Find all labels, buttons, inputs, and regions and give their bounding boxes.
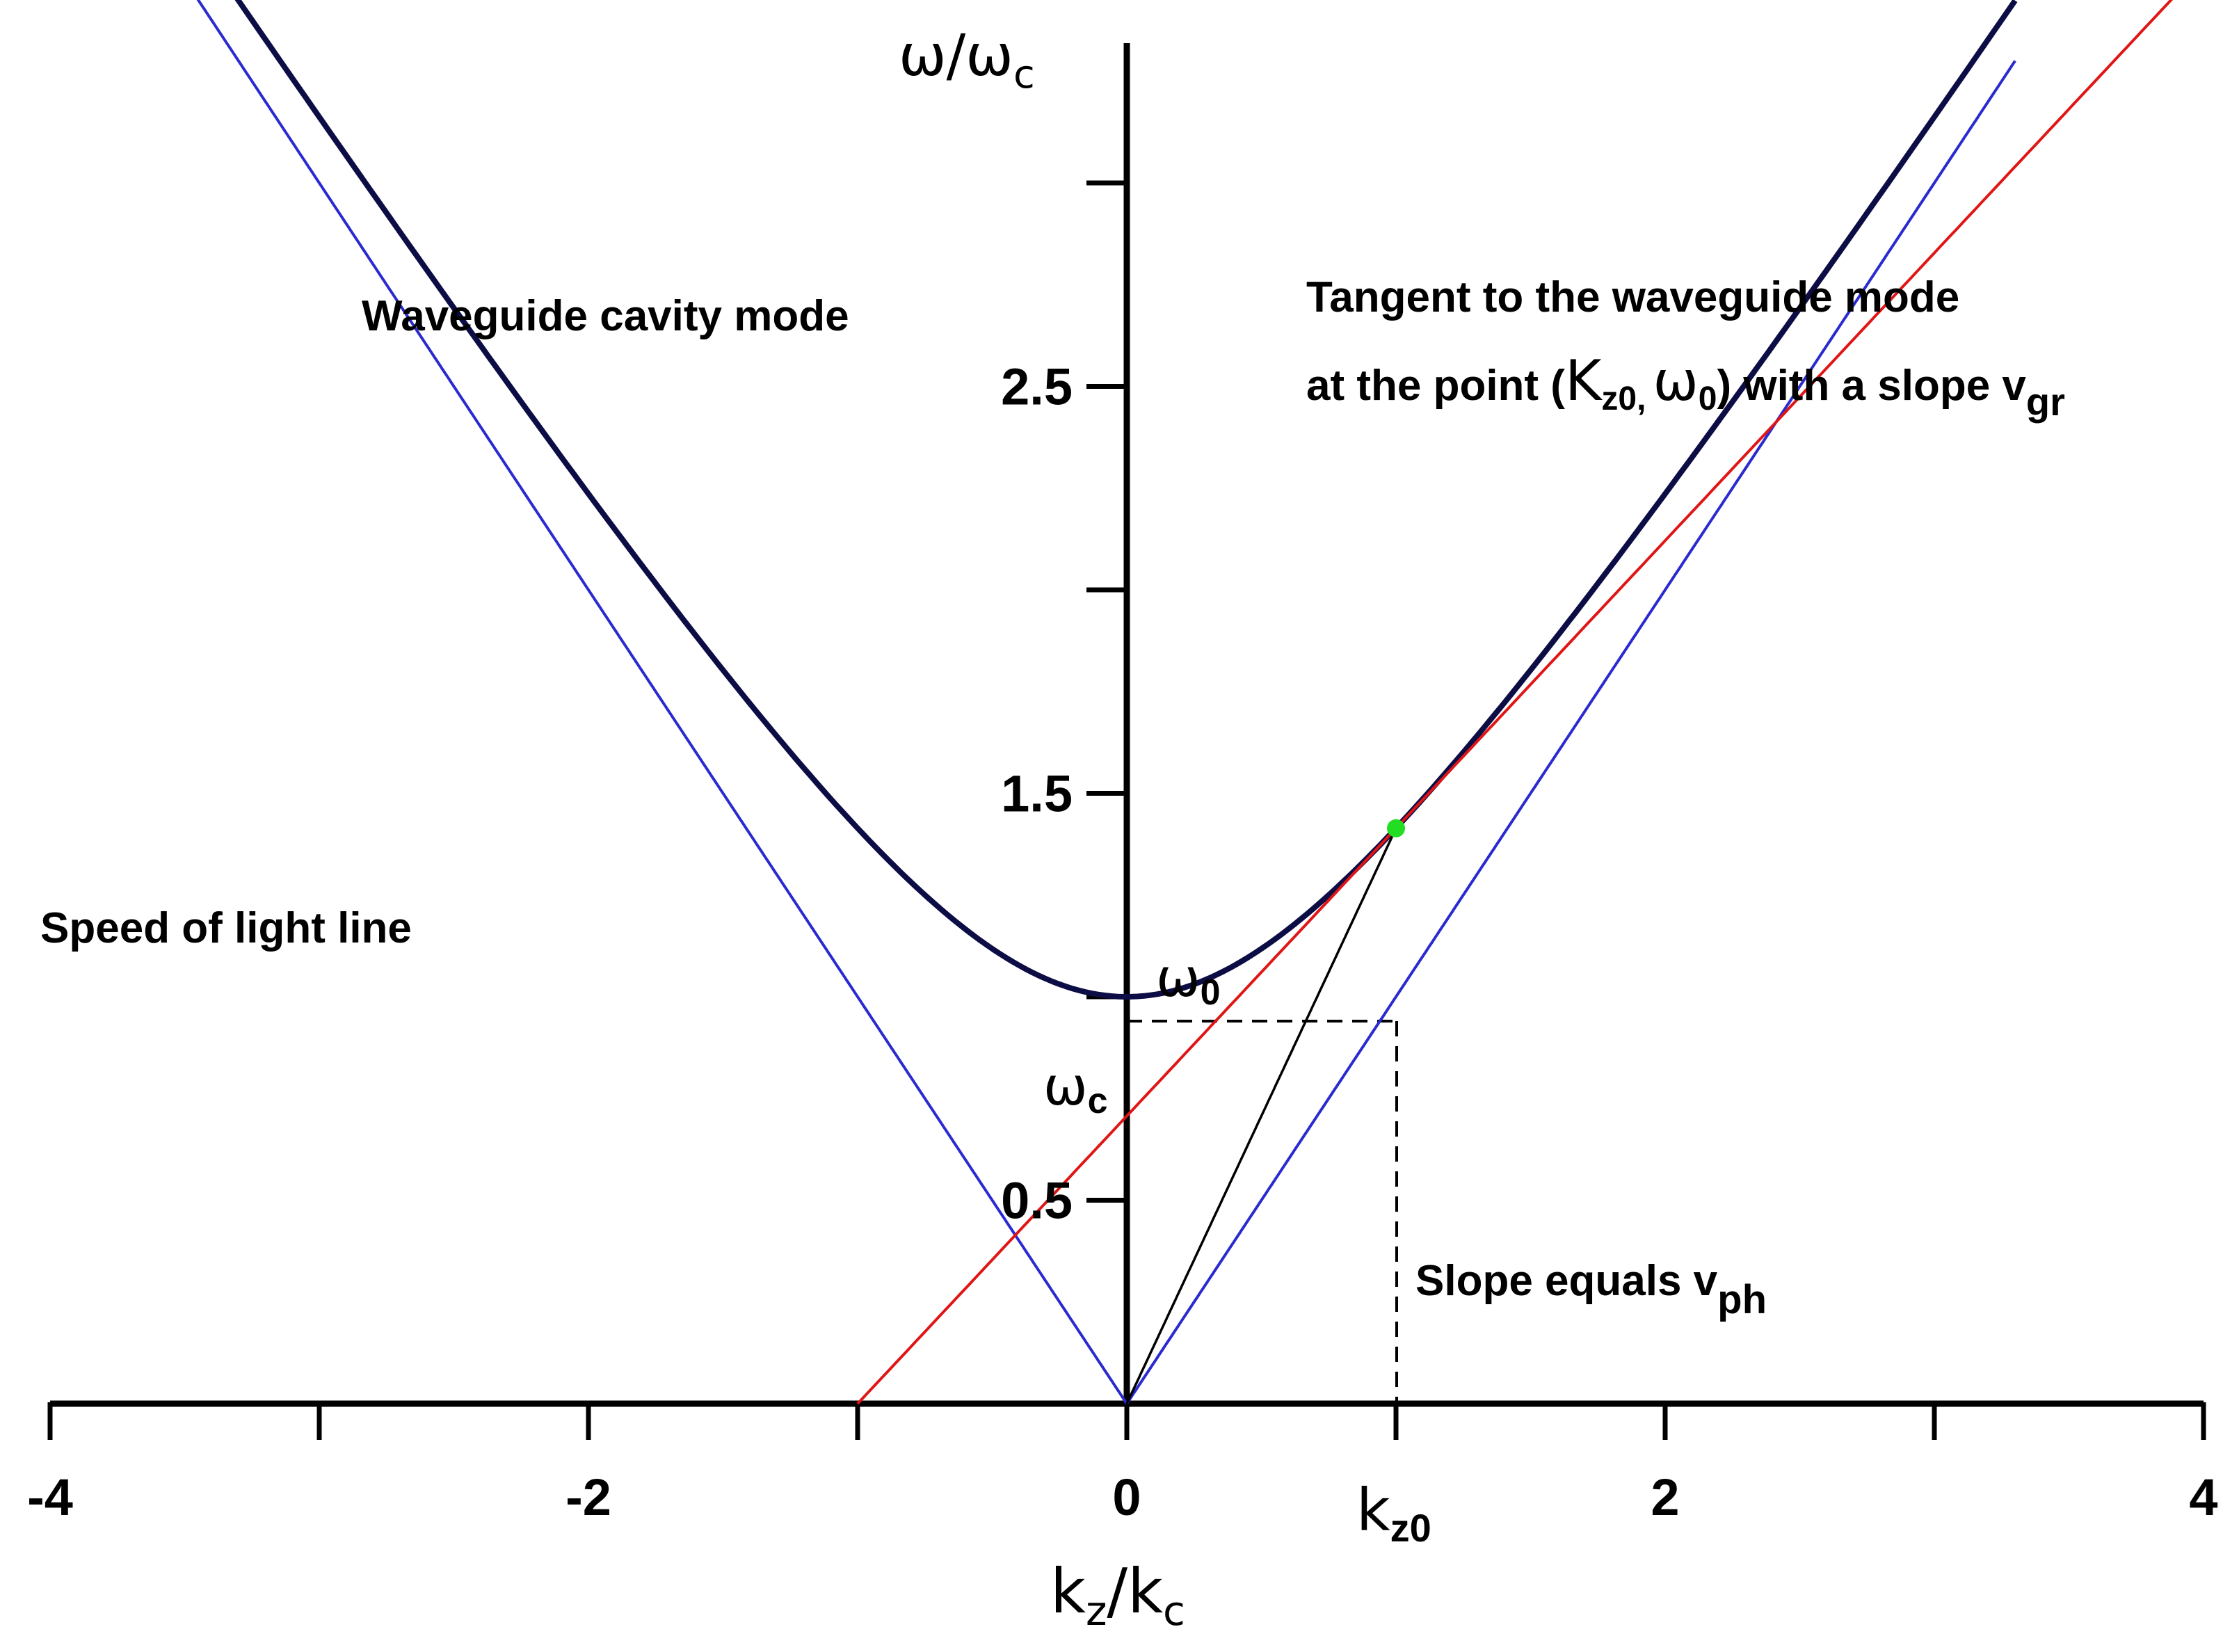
x-axis-title: kz/kc bbox=[1050, 1555, 1185, 1635]
y-axis-title-main: ω/ω bbox=[899, 23, 1013, 89]
tangent-omegasub: 0 bbox=[1699, 380, 1717, 417]
phase-chord-curve bbox=[1125, 828, 1397, 1404]
light-line-left-curve bbox=[196, 0, 1128, 1405]
kz0-sub: z0 bbox=[1390, 1506, 1431, 1550]
kz0-main: k bbox=[1356, 1476, 1390, 1544]
omega0-main: ω bbox=[1156, 947, 1201, 1009]
tangent-vsub: gr bbox=[2026, 380, 2065, 424]
x-axis-title-sub2: c bbox=[1163, 1587, 1185, 1635]
x-tick-label: 2 bbox=[1651, 1468, 1679, 1526]
tangent-line-curve bbox=[856, 0, 2174, 1405]
y-tick-label: 1.5 bbox=[1001, 765, 1073, 823]
x-axis-title-main: k bbox=[1050, 1555, 1086, 1627]
x-tick-label: -4 bbox=[27, 1468, 73, 1526]
waveguide-mode-label: Waveguide cavity mode bbox=[362, 292, 849, 340]
tangent-label-line2: at the point (Kz0, ω0) with a slope vgr bbox=[1306, 348, 2065, 424]
omegac-main: ω bbox=[1043, 1055, 1088, 1117]
x-axis-title-sep: /k bbox=[1107, 1555, 1163, 1627]
y-tick-label: 2.5 bbox=[1001, 358, 1073, 416]
y-axis-title: ω/ωc bbox=[899, 23, 1035, 97]
light-line-label: Speed of light line bbox=[40, 904, 412, 952]
tangent-k: K bbox=[1565, 348, 1603, 413]
tangent-ksub: z0, bbox=[1601, 380, 1646, 417]
omegac-label: ωc bbox=[1043, 1055, 1108, 1121]
waveguide-mode-curve bbox=[234, 0, 2018, 1000]
slope-main: Slope equals v bbox=[1415, 1257, 1718, 1305]
tangent-prefix: at the point ( bbox=[1306, 362, 1565, 410]
omega0-sub: 0 bbox=[1201, 972, 1221, 1013]
slope-vph-label: Slope equals vph bbox=[1415, 1257, 1767, 1322]
omegac-sub: c bbox=[1088, 1081, 1108, 1121]
tangent-point bbox=[1387, 819, 1405, 837]
tangent-label-line1: Tangent to the waveguide mode bbox=[1306, 273, 1959, 321]
x-tick-label: 4 bbox=[2189, 1468, 2217, 1526]
tangent-suffix: ) with a slope v bbox=[1717, 362, 2026, 410]
y-tick-label: 0.5 bbox=[1001, 1172, 1073, 1230]
x-axis-title-sub1: z bbox=[1086, 1587, 1107, 1635]
x-tick-label: -2 bbox=[565, 1468, 611, 1526]
x-tick-label: 0 bbox=[1112, 1468, 1141, 1526]
light-line-right-curve bbox=[1125, 60, 2016, 1405]
tangent-omega: ω bbox=[1653, 351, 1698, 413]
y-tick-label: 3.5 bbox=[1001, 0, 1073, 9]
kz0-label: kz0 bbox=[1356, 1476, 1431, 1550]
slope-sub: ph bbox=[1717, 1277, 1767, 1322]
y-axis-title-sub: c bbox=[1013, 52, 1035, 97]
omega0-label: ω0 bbox=[1156, 947, 1221, 1013]
